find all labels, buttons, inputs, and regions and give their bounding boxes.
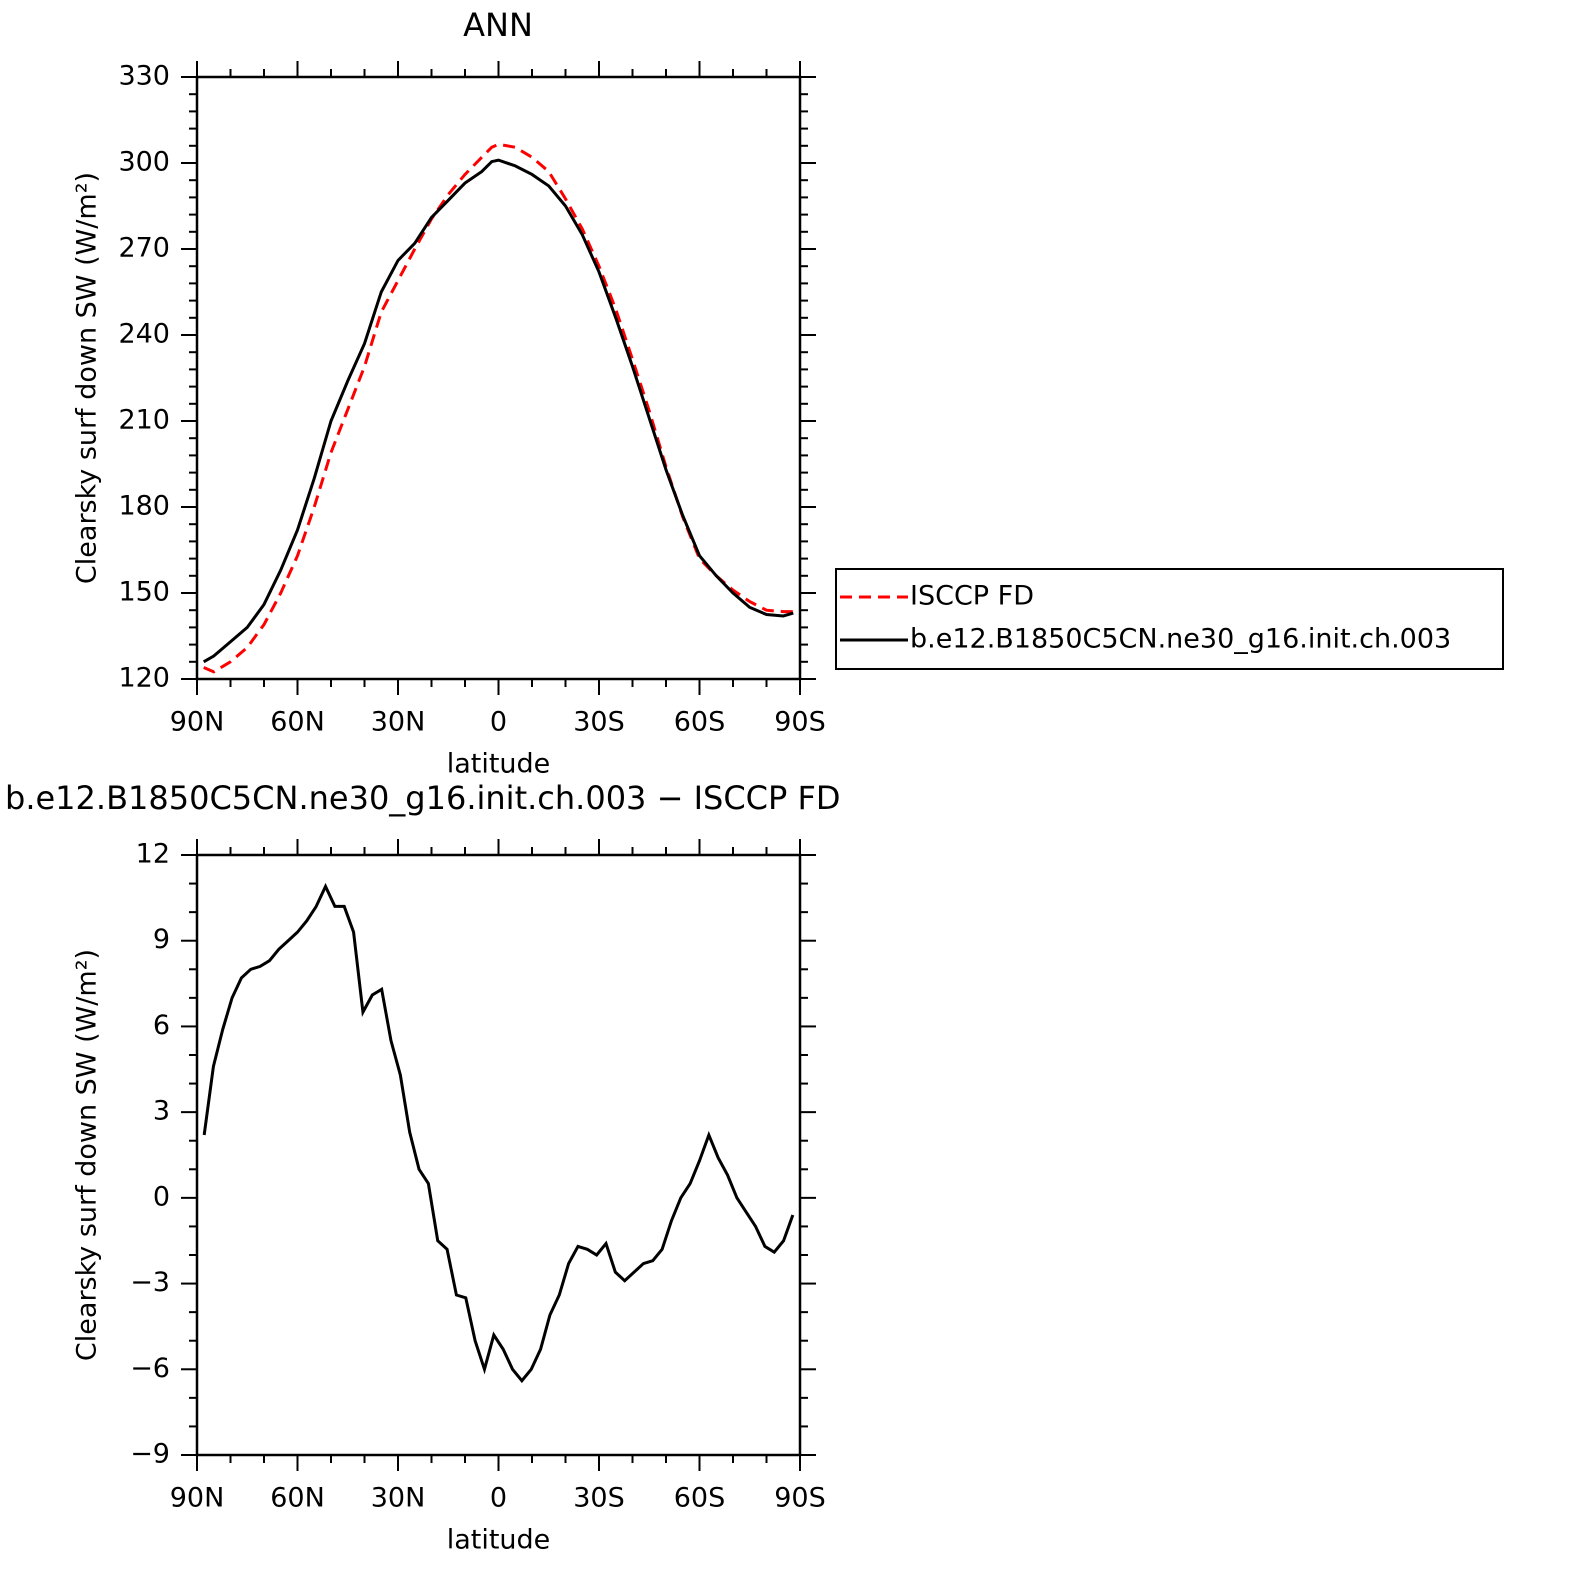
y-tick-label: 300 — [118, 147, 170, 178]
plot-frame — [195, 75, 802, 681]
y-tick-label: 270 — [118, 233, 170, 264]
y-axis-label: Clearsky surf down SW (W/m²) — [72, 949, 103, 1361]
plot-frame — [195, 853, 802, 1457]
y-tick-label: 120 — [118, 663, 170, 694]
x-tick-label: 60N — [270, 707, 325, 738]
x-tick-label: 30S — [573, 707, 625, 738]
x-tick-label: 90S — [774, 1483, 826, 1514]
x-tick-label: 90N — [170, 1483, 225, 1514]
x-tick-label: 60S — [674, 707, 726, 738]
y-tick-label: −6 — [130, 1353, 170, 1384]
y-tick-label: 3 — [153, 1096, 170, 1127]
legend-label: b.e12.B1850C5CN.ne30_g16.init.ch.003 — [910, 624, 1451, 655]
x-tick-label: 30N — [371, 1483, 426, 1514]
x-axis-label: latitude — [447, 1525, 551, 1556]
chart-title: ANN — [463, 6, 533, 44]
x-tick-label: 60N — [270, 1483, 325, 1514]
data-line — [203, 142, 794, 674]
legend-label: ISCCP FD — [910, 581, 1034, 612]
x-tick-label: 0 — [490, 707, 507, 738]
y-tick-label: 150 — [118, 577, 170, 608]
y-tick-label: 240 — [118, 319, 170, 350]
y-tick-label: 6 — [153, 1010, 170, 1041]
x-tick-label: 30N — [371, 707, 426, 738]
y-tick-label: −9 — [130, 1439, 170, 1470]
chart-title: b.e12.B1850C5CN.ne30_g16.init.ch.003 − I… — [5, 779, 841, 817]
x-tick-label: 30S — [573, 1483, 625, 1514]
data-line — [202, 158, 794, 664]
y-tick-label: 9 — [153, 924, 170, 955]
y-tick-label: 12 — [136, 839, 170, 870]
x-tick-label: 90N — [170, 707, 225, 738]
y-tick-label: 180 — [118, 491, 170, 522]
x-tick-label: 90S — [774, 707, 826, 738]
y-tick-label: 210 — [118, 405, 170, 436]
x-tick-label: 60S — [674, 1483, 726, 1514]
x-axis-label: latitude — [447, 749, 551, 780]
y-axis-label: Clearsky surf down SW (W/m²) — [72, 172, 103, 584]
y-tick-label: −3 — [130, 1267, 170, 1298]
data-line — [202, 882, 795, 1384]
legend-box — [835, 568, 1504, 670]
x-tick-label: 0 — [490, 1483, 507, 1514]
y-tick-label: 330 — [118, 61, 170, 92]
y-tick-label: 0 — [153, 1181, 170, 1212]
